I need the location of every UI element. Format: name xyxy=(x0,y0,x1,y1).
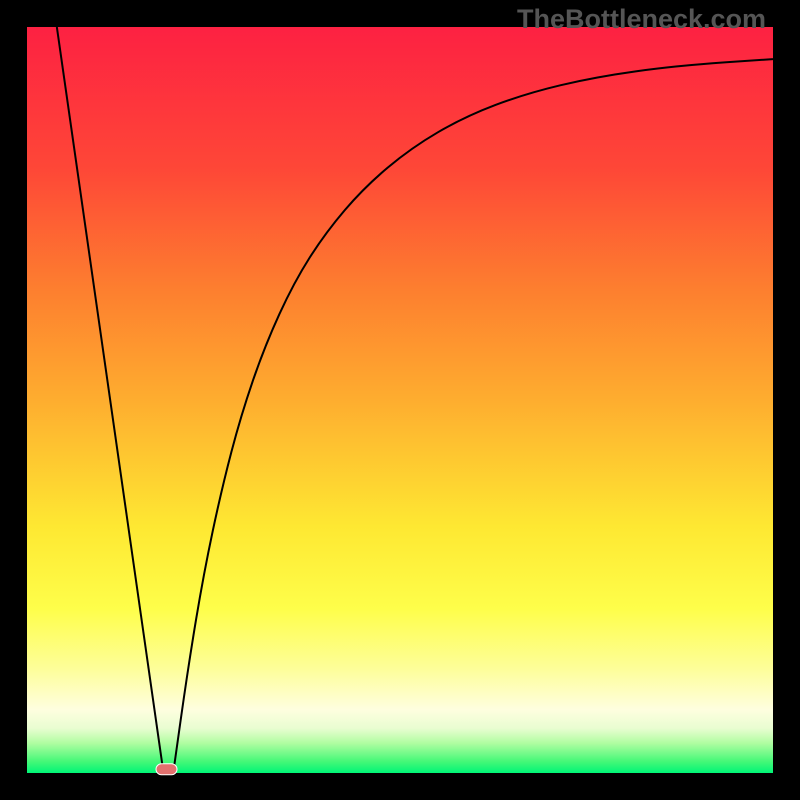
minimum-marker xyxy=(156,764,177,775)
watermark-text: TheBottleneck.com xyxy=(517,4,766,35)
chart-container: TheBottleneck.com xyxy=(0,0,800,800)
plot-background xyxy=(27,27,773,773)
chart-svg xyxy=(0,0,800,800)
